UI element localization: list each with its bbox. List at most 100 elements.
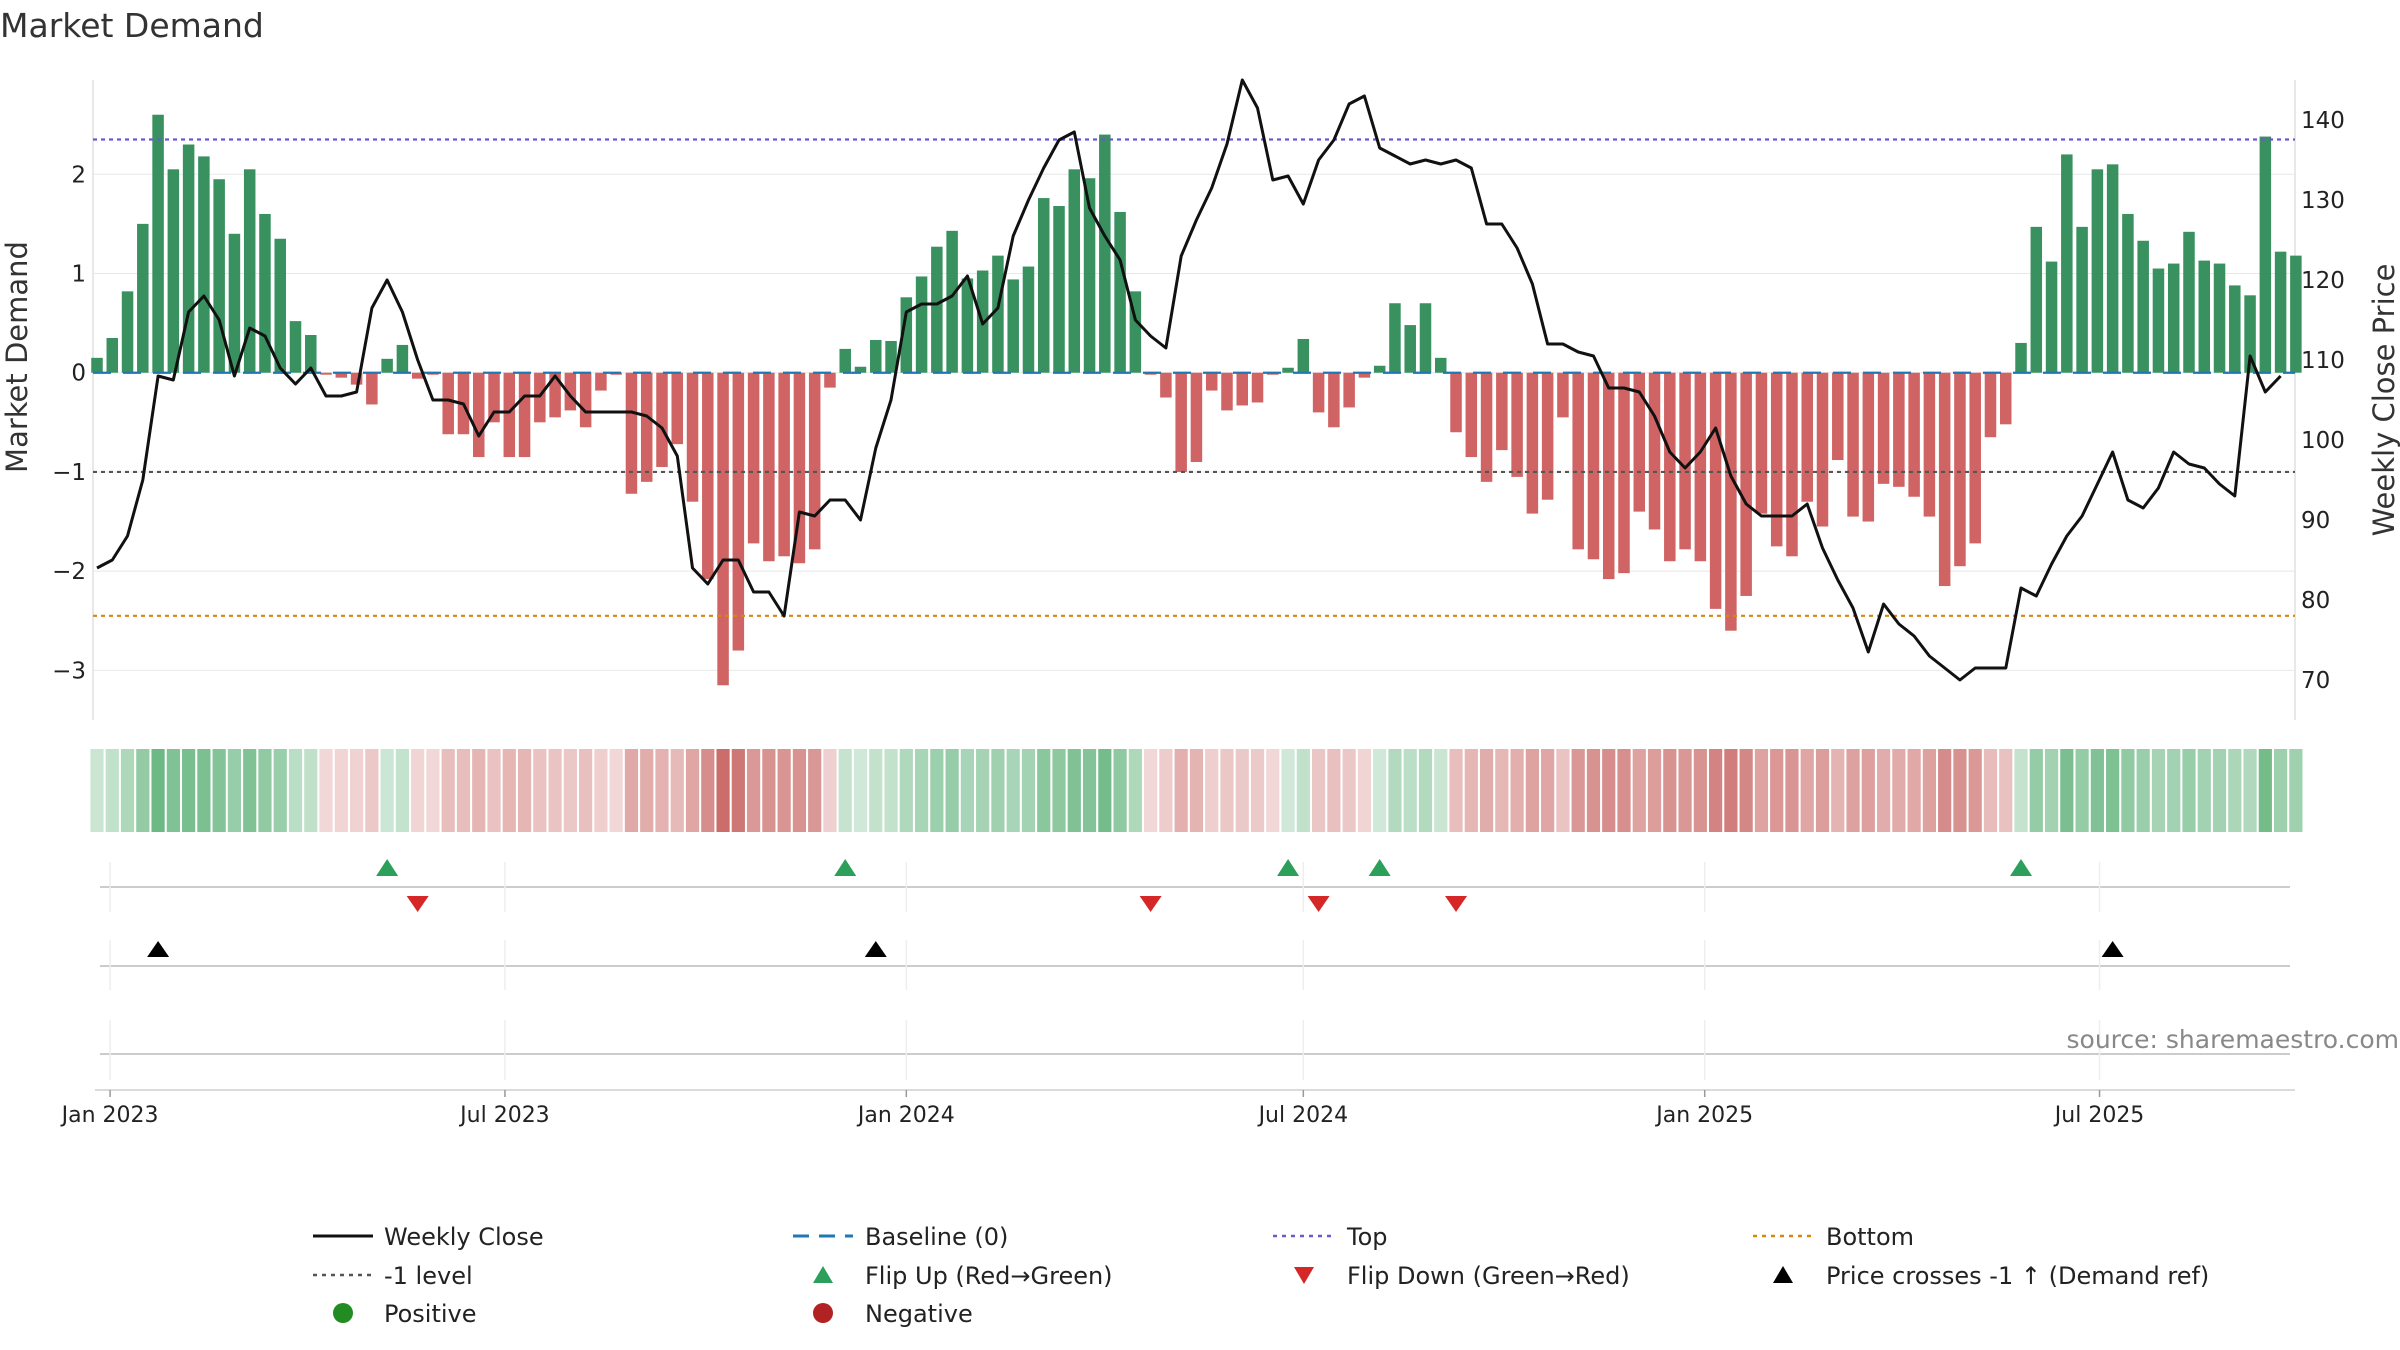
heat-cell xyxy=(2014,749,2028,832)
demand-bar xyxy=(259,213,271,373)
legend-flip-down-icon xyxy=(1294,1267,1314,1284)
heat-cell xyxy=(1602,749,1616,832)
heat-cell xyxy=(1021,749,1036,832)
heat-cell xyxy=(1693,749,1707,832)
heat-cell xyxy=(960,749,974,832)
demand-bar xyxy=(366,372,378,405)
demand-bar xyxy=(793,372,806,564)
demand-bar xyxy=(2076,226,2088,373)
demand-bar xyxy=(1648,372,1661,530)
left-tick-label: −2 xyxy=(52,559,86,585)
right-tick-label: 110 xyxy=(2301,348,2345,374)
heat-cell xyxy=(2136,749,2150,832)
heat-cell xyxy=(930,749,944,832)
demand-bar xyxy=(1083,178,1096,373)
x-tick-label: Jan 2025 xyxy=(1654,1103,1753,1128)
demand-bar xyxy=(1694,372,1707,562)
demand-heat-strip xyxy=(90,749,2303,832)
heat-cell xyxy=(1663,749,1677,832)
heat-cell xyxy=(120,749,135,832)
left-tick-label: −1 xyxy=(52,460,86,486)
demand-bar xyxy=(396,344,409,373)
demand-bar xyxy=(2137,240,2149,373)
flip-up-marker xyxy=(376,859,399,876)
heat-cell xyxy=(1418,749,1433,832)
heat-cell xyxy=(1709,749,1723,832)
left-tick-label: −3 xyxy=(52,658,86,684)
heat-cell xyxy=(197,749,211,832)
legend-positive: Positive xyxy=(384,1300,477,1328)
demand-bar xyxy=(702,372,714,580)
demand-bar xyxy=(243,169,256,373)
heat-cell xyxy=(1281,749,1295,832)
heat-cell xyxy=(2044,749,2059,832)
flip-down-marker xyxy=(406,896,429,912)
heat-cell xyxy=(1006,749,1020,832)
heat-cell xyxy=(1785,749,1799,832)
heat-cell xyxy=(1556,749,1570,832)
left-tick-label: 1 xyxy=(71,261,86,287)
demand-bar xyxy=(121,291,134,373)
demand-bar xyxy=(931,246,943,373)
legend-flip-down: Flip Down (Green→Red) xyxy=(1347,1262,1630,1290)
heat-cell xyxy=(1312,749,1326,832)
heat-cell xyxy=(1922,749,1936,832)
heat-cell xyxy=(2090,749,2104,832)
demand-bar xyxy=(2274,251,2287,373)
heat-cell xyxy=(808,749,822,832)
demand-bar xyxy=(1312,372,1325,413)
heat-cell xyxy=(1586,749,1601,832)
heat-cell xyxy=(319,749,333,832)
demand-bar xyxy=(350,372,363,385)
demand-bar xyxy=(1236,372,1248,406)
demand-bar xyxy=(1572,372,1584,550)
demand-bar xyxy=(992,255,1004,373)
heat-cell xyxy=(1617,749,1631,832)
heat-cell xyxy=(747,749,761,832)
heat-cell xyxy=(1250,749,1265,832)
heat-cell xyxy=(2182,749,2196,832)
demand-bar xyxy=(503,372,516,458)
demand-bar xyxy=(717,372,729,686)
heat-cell xyxy=(349,749,364,832)
demand-bar xyxy=(900,297,913,373)
legend-flip-up: Flip Up (Red→Green) xyxy=(865,1262,1113,1290)
heat-cell xyxy=(1357,749,1372,832)
heat-cell xyxy=(1815,749,1830,832)
demand-bar xyxy=(1175,372,1187,472)
heat-cell xyxy=(731,749,745,832)
heat-cell xyxy=(1479,749,1494,832)
heat-cell xyxy=(1128,749,1142,832)
demand-bar xyxy=(1404,325,1416,373)
heat-cell xyxy=(716,749,730,832)
demand-bar xyxy=(167,169,180,373)
demand-bar xyxy=(1908,372,1920,497)
right-tick-label: 90 xyxy=(2301,508,2330,534)
demand-bar xyxy=(1877,372,1890,484)
demand-bar xyxy=(778,372,790,557)
demand-bar xyxy=(2183,231,2195,373)
demand-bar xyxy=(732,372,745,651)
demand-bar xyxy=(488,372,500,423)
right-tick-label: 80 xyxy=(2301,588,2330,614)
source-note: source: sharemaestro.com xyxy=(2067,1025,2400,1054)
heat-cell xyxy=(1831,749,1845,832)
heat-cell xyxy=(533,749,547,832)
demand-bar xyxy=(1496,372,1508,451)
heat-cell xyxy=(1434,749,1448,832)
x-tick-label: Jan 2024 xyxy=(856,1103,955,1128)
demand-bar xyxy=(1847,372,1859,517)
demand-bar xyxy=(1862,372,1875,522)
heat-cell xyxy=(838,749,852,832)
heat-cell xyxy=(1052,749,1066,832)
legend: Weekly Close -1 level Positive Baseline … xyxy=(313,1223,2209,1328)
x-tick-label: Jul 2024 xyxy=(1257,1103,1349,1128)
demand-bar xyxy=(1068,169,1081,373)
demand-bar xyxy=(289,321,302,373)
heat-cell xyxy=(1510,749,1524,832)
demand-bar xyxy=(213,179,225,373)
demand-bar xyxy=(473,372,485,458)
heat-cell xyxy=(2167,749,2181,832)
demand-bar xyxy=(1557,372,1569,418)
